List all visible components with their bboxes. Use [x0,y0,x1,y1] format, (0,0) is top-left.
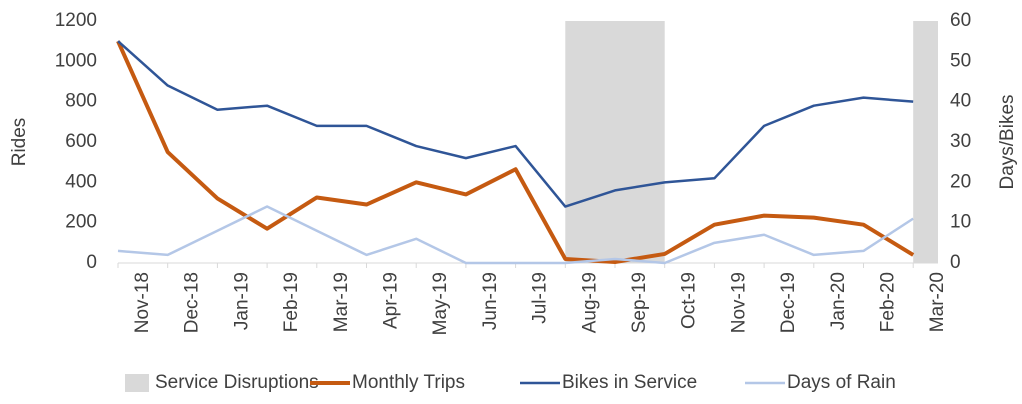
series-line [117,205,914,265]
legend-label: Bikes in Service [562,372,697,393]
x-tick-label: Nov-19 [728,272,749,333]
x-tick-label: Nov-18 [132,272,153,333]
x-tick-label: Sep-19 [629,272,650,333]
disruption-bar [615,21,665,263]
y-tick-label: 1000 [55,50,97,71]
x-tick-label: Jun-19 [480,272,501,330]
series-line [116,40,915,264]
y2-tick-label: 40 [950,91,971,112]
y-tick-label: 800 [65,91,97,112]
y2-tick-label: 50 [950,50,971,71]
y2-tick-label: 60 [950,10,971,31]
disruption-bar [913,21,938,263]
y-tick-label: 200 [65,212,97,233]
x-tick-label: May-19 [430,272,451,335]
legend-label: Service Disruptions [155,372,319,393]
x-tick-label: Mar-20 [927,272,948,332]
x-tick-label: Oct-19 [679,272,700,329]
legend-swatch [125,374,149,392]
y-tick-label: 1200 [55,10,97,31]
x-tick-label: Dec-19 [778,272,799,333]
disruption-bar [565,21,615,263]
x-tick-label: Jan-20 [828,272,849,330]
x-tick-label: Jul-19 [530,272,551,324]
y2-axis-title: Days/Bikes [997,94,1018,189]
series-line [117,40,914,208]
y-tick-label: 0 [86,252,97,273]
y2-tick-label: 0 [950,252,961,273]
x-tick-label: Feb-19 [281,272,302,332]
y-tick-label: 600 [65,131,97,152]
x-tick-label: Feb-20 [878,272,899,332]
x-tick-label: Mar-19 [331,272,352,332]
y2-tick-label: 20 [950,171,971,192]
x-tick-label: Apr-19 [381,272,402,329]
x-tick-label: Aug-19 [579,272,600,333]
x-tick-label: Dec-18 [182,272,203,333]
legend-label: Days of Rain [787,372,896,393]
y2-tick-label: 30 [950,131,971,152]
x-tick-label: Jan-19 [231,272,252,330]
legend-label: Monthly Trips [352,372,465,393]
y-axis-title: Rides [9,118,30,167]
y-tick-label: 400 [65,171,97,192]
y2-tick-label: 10 [950,212,971,233]
